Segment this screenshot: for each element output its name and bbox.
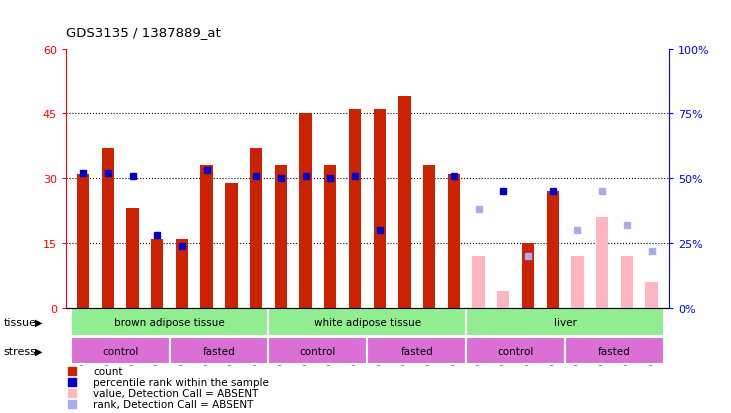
Bar <box>175 239 188 308</box>
Bar <box>250 149 262 308</box>
Text: count: count <box>93 366 122 377</box>
Bar <box>77 175 89 308</box>
Bar <box>300 114 311 308</box>
Bar <box>71 309 268 336</box>
Bar <box>275 166 287 308</box>
Bar <box>151 239 164 308</box>
Text: white adipose tissue: white adipose tissue <box>314 317 421 327</box>
Bar <box>497 291 510 308</box>
Text: percentile rank within the sample: percentile rank within the sample <box>93 377 269 387</box>
Bar <box>126 209 139 308</box>
Text: ▶: ▶ <box>35 346 42 356</box>
Text: control: control <box>497 346 534 356</box>
Bar <box>368 337 466 364</box>
Text: fasted: fasted <box>598 346 631 356</box>
Text: stress: stress <box>4 346 37 356</box>
Text: liver: liver <box>553 317 577 327</box>
Text: fasted: fasted <box>202 346 235 356</box>
Bar <box>349 110 361 308</box>
Text: value, Detection Call = ABSENT: value, Detection Call = ABSENT <box>93 389 258 399</box>
Text: ▶: ▶ <box>35 317 42 327</box>
Bar <box>324 166 336 308</box>
Bar <box>225 183 238 308</box>
Text: fasted: fasted <box>401 346 433 356</box>
Bar <box>466 309 664 336</box>
Text: rank, Detection Call = ABSENT: rank, Detection Call = ABSENT <box>93 399 254 409</box>
Bar <box>645 282 658 308</box>
Bar <box>170 337 268 364</box>
Bar <box>596 218 608 308</box>
Text: tissue: tissue <box>4 317 37 327</box>
Bar <box>200 166 213 308</box>
Text: control: control <box>102 346 138 356</box>
Bar <box>621 256 633 308</box>
Bar <box>522 243 534 308</box>
Bar <box>268 309 466 336</box>
Bar <box>472 256 485 308</box>
Bar <box>565 337 664 364</box>
Bar <box>398 97 411 308</box>
Text: GDS3135 / 1387889_at: GDS3135 / 1387889_at <box>66 26 221 39</box>
Bar <box>71 337 170 364</box>
Bar <box>102 149 114 308</box>
Bar <box>447 175 460 308</box>
Text: brown adipose tissue: brown adipose tissue <box>114 317 225 327</box>
Bar <box>547 192 559 308</box>
Bar <box>374 110 386 308</box>
Bar <box>268 337 368 364</box>
Bar <box>423 166 435 308</box>
Bar <box>596 218 608 308</box>
Text: control: control <box>300 346 336 356</box>
Bar <box>571 256 583 308</box>
Bar <box>466 337 565 364</box>
